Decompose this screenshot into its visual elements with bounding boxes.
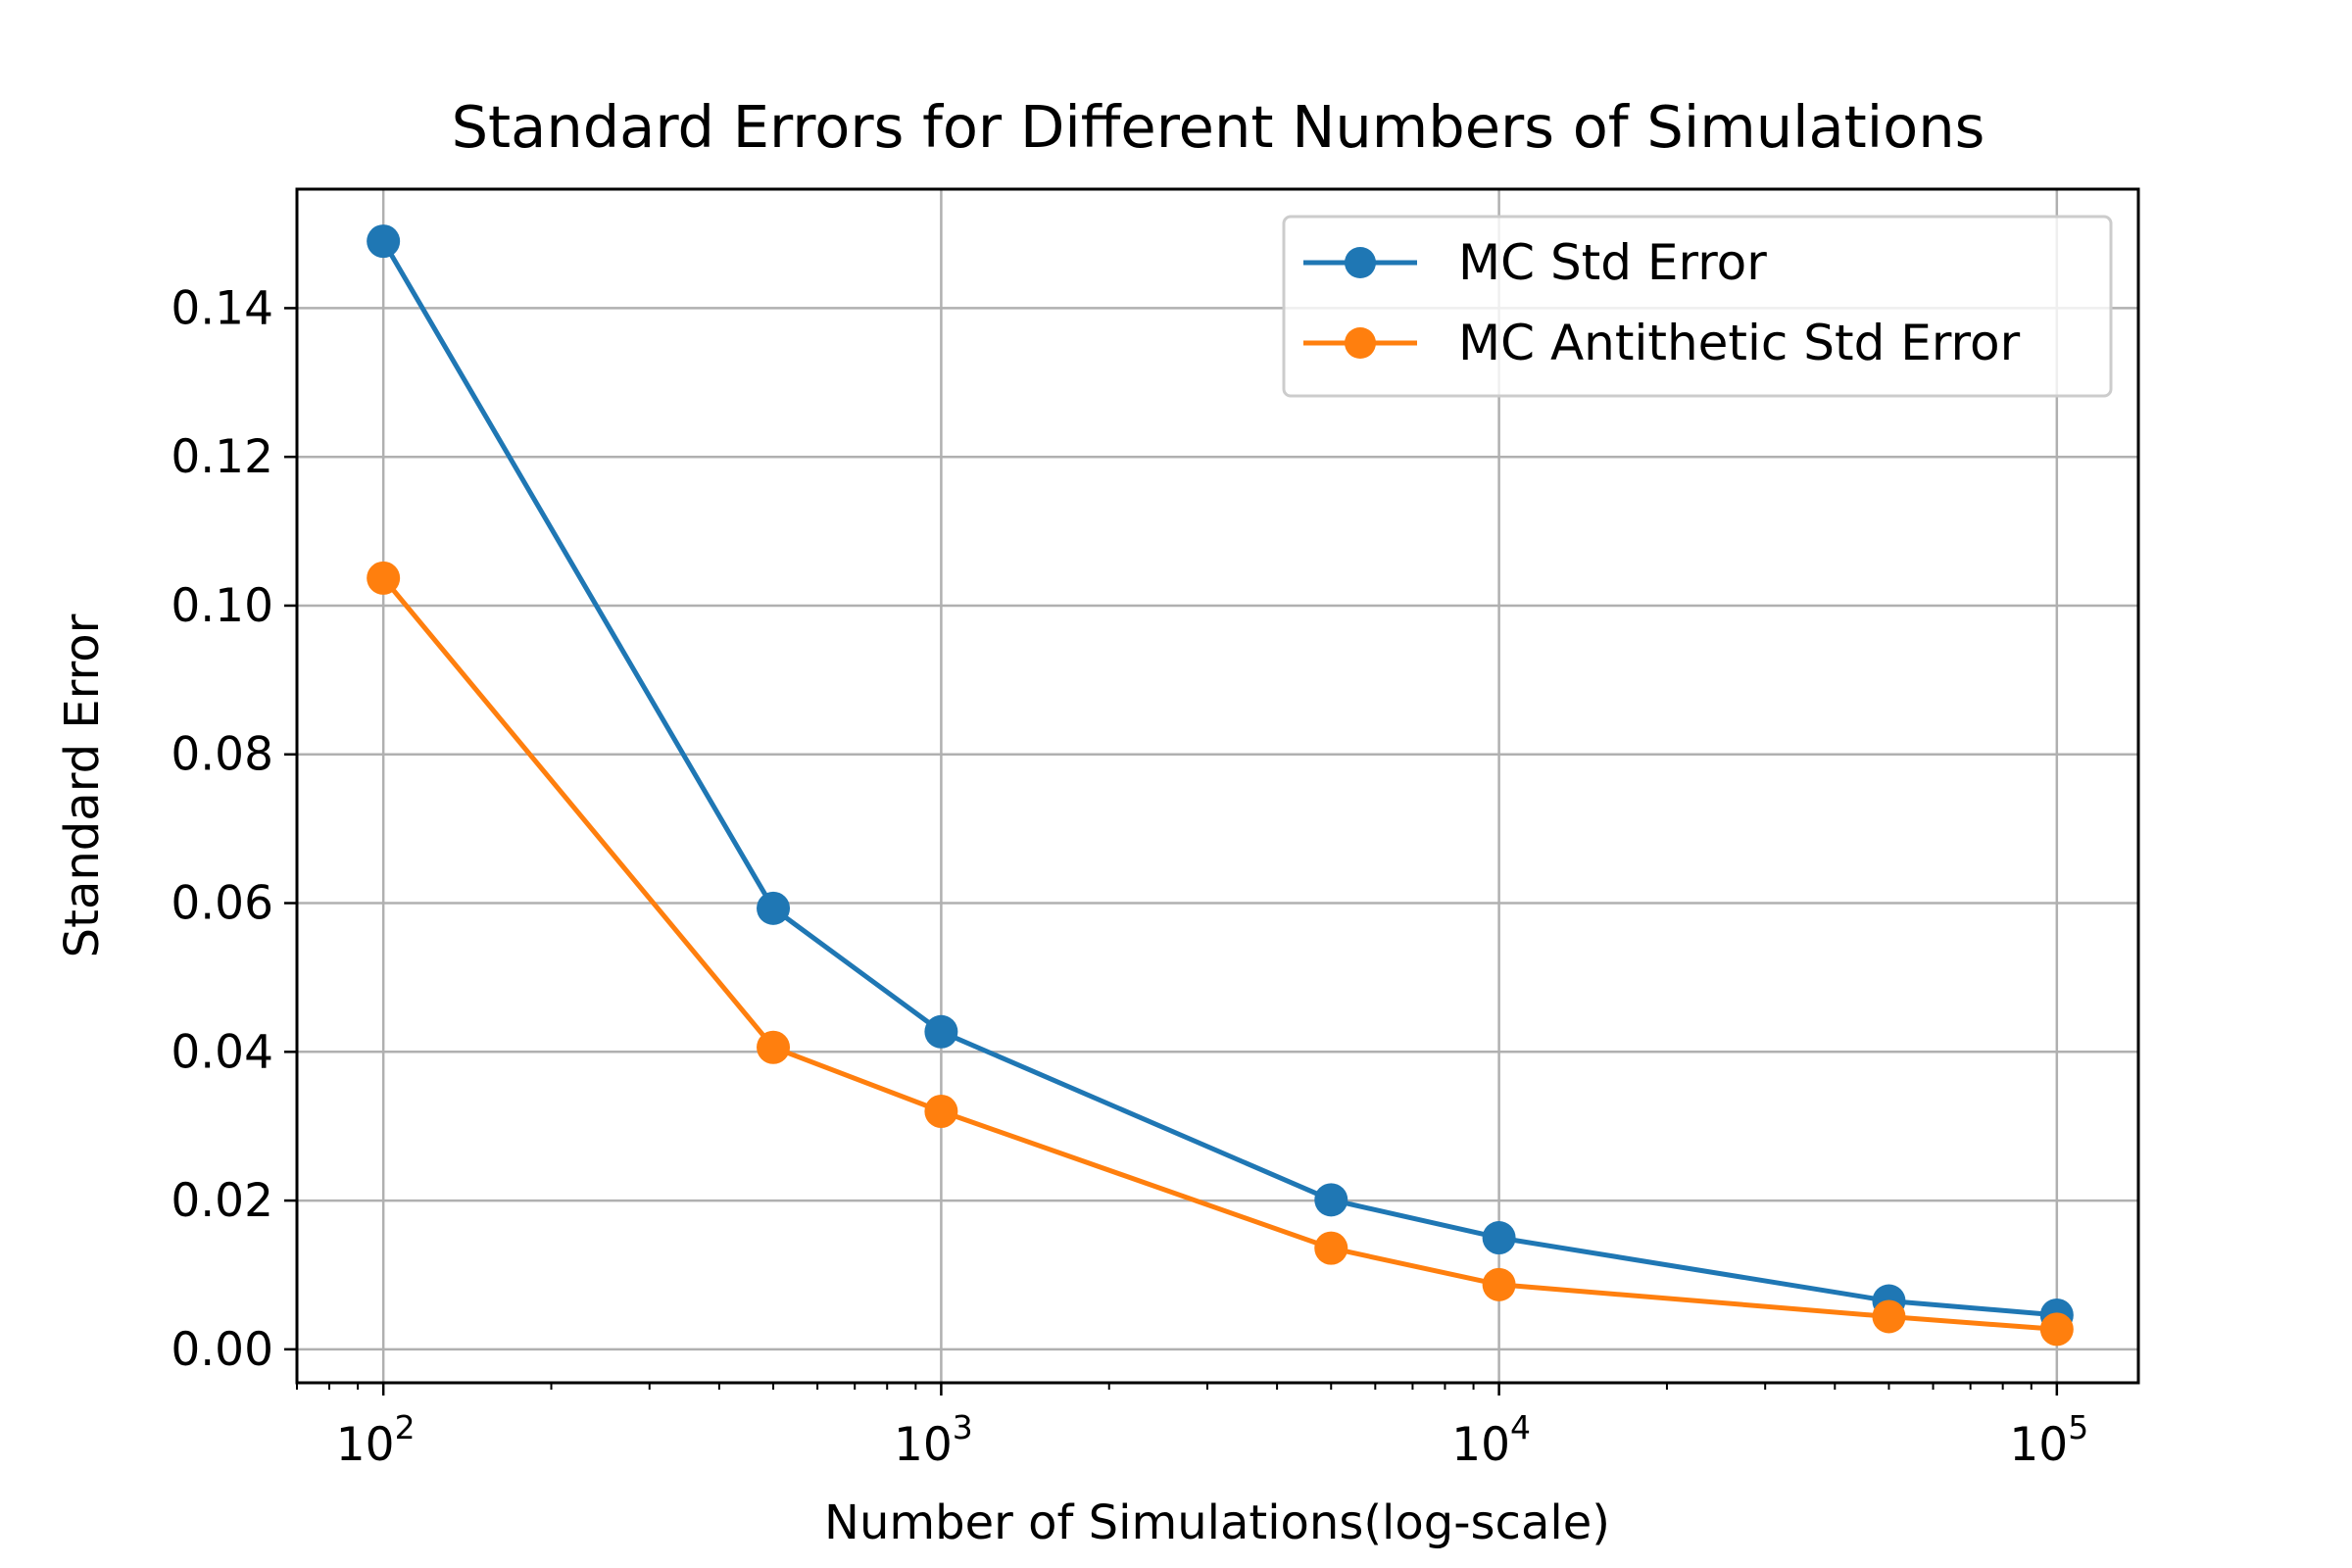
x-tick-exponent: 3 xyxy=(953,1408,973,1446)
y-tick-label: 0.10 xyxy=(171,579,273,633)
data-point xyxy=(2039,1312,2074,1347)
x-tick-exponent: 5 xyxy=(2068,1408,2088,1446)
y-tick-label: 0.12 xyxy=(171,430,273,484)
y-axis-ticks: 0.00 0.02 0.04 0.06 0.08 0.10 0.12 0.14 xyxy=(171,281,297,1377)
y-tick-label: 0.14 xyxy=(171,281,273,335)
legend: MC Std Error MC Antithetic Std Error xyxy=(1282,215,2113,398)
data-point xyxy=(1314,1183,1348,1217)
data-point xyxy=(367,224,401,259)
legend-box xyxy=(1282,215,2113,398)
plot-frame xyxy=(295,187,2140,1385)
y-tick-label: 0.06 xyxy=(171,877,273,931)
series-layer xyxy=(367,224,2074,1347)
data-point xyxy=(1482,1221,1516,1255)
legend-marker-mc-std-error xyxy=(1345,247,1376,278)
data-point xyxy=(1872,1299,1906,1334)
minor-ticks xyxy=(296,1383,2033,1390)
y-tick-label: 0.08 xyxy=(171,728,273,782)
data-point xyxy=(757,1030,791,1064)
x-tick-exponent: 2 xyxy=(395,1408,416,1446)
y-tick-label: 0.02 xyxy=(171,1174,273,1228)
chart-title: Standard Errors for Different Numbers of… xyxy=(452,93,1985,161)
x-tick-exponent: 4 xyxy=(1510,1408,1531,1446)
legend-label-mc-std-error: MC Std Error xyxy=(1458,234,1767,291)
x-axis-label: Number of Simulations(log-scale) xyxy=(824,1495,1610,1550)
data-point xyxy=(924,1095,958,1129)
grid-lines xyxy=(297,189,2138,1383)
data-point xyxy=(757,891,791,925)
legend-marker-mc-antithetic-std-error xyxy=(1345,327,1376,359)
legend-label-mc-antithetic-std-error: MC Antithetic Std Error xyxy=(1458,315,2021,371)
y-axis-label: Standard Error xyxy=(55,613,110,957)
data-point xyxy=(924,1014,958,1049)
y-tick-label: 0.00 xyxy=(171,1323,273,1377)
data-point xyxy=(1482,1267,1516,1301)
y-tick-label: 0.04 xyxy=(171,1025,273,1079)
data-point xyxy=(1314,1231,1348,1265)
data-point xyxy=(367,561,401,595)
